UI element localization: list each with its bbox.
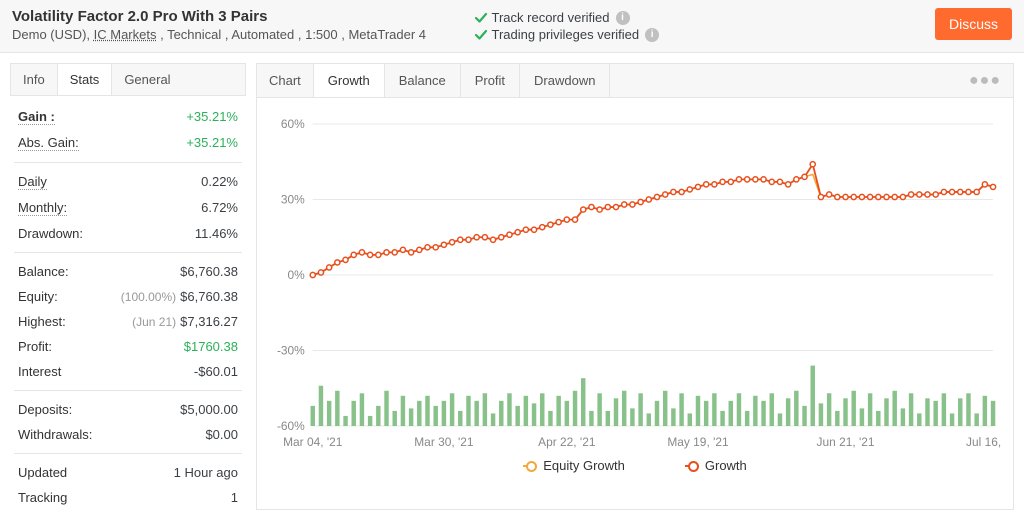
svg-text:Mar 30, '21: Mar 30, '21 [414, 435, 474, 449]
more-icon[interactable]: ●●● [957, 72, 1013, 90]
chart-tab-profit[interactable]: Profit [461, 64, 520, 97]
checkmark-icon [474, 11, 488, 25]
stat-value: $6,760.38 [180, 264, 238, 279]
stat-value: $5,000.00 [180, 402, 238, 417]
stat-label: Daily [18, 174, 47, 190]
legend-swatch-equity [523, 465, 537, 467]
tab-stats[interactable]: Stats [58, 64, 113, 95]
stat-value: $1760.38 [184, 339, 238, 354]
svg-text:Jul 16, '21: Jul 16, '21 [966, 435, 1003, 449]
discuss-button[interactable]: Discuss [935, 8, 1012, 40]
tab-general[interactable]: General [112, 64, 182, 95]
svg-text:Mar 04, '21: Mar 04, '21 [283, 435, 343, 449]
stat-value: (Jun 21)$7,316.27 [132, 314, 238, 329]
svg-text:May 19, '21: May 19, '21 [667, 435, 729, 449]
stat-label: Profit: [18, 339, 52, 354]
chart-legend: Equity Growth Growth [267, 454, 1003, 483]
account-title: Volatility Factor 2.0 Pro With 3 Pairs [12, 8, 474, 25]
stat-value: -$60.01 [194, 364, 238, 379]
info-icon[interactable]: i [645, 28, 659, 42]
account-subtitle: Demo (USD), IC Markets , Technical , Aut… [12, 27, 474, 42]
stat-label: Updated [18, 465, 67, 480]
stat-value: $0.00 [205, 427, 238, 442]
stat-value: (100.00%)$6,760.38 [121, 289, 238, 304]
chart-tab-growth[interactable]: Growth [314, 64, 385, 97]
stat-label: Monthly: [18, 200, 67, 216]
svg-text:0%: 0% [288, 268, 306, 282]
stat-label: Interest [18, 364, 61, 379]
chart-tab-drawdown[interactable]: Drawdown [520, 64, 610, 97]
verify-trading-privileges: Trading privileges verified i [474, 27, 936, 42]
stat-value: +35.21% [186, 109, 238, 124]
chart-tabs-label: Chart [257, 64, 314, 97]
svg-text:-60%: -60% [277, 419, 305, 433]
svg-text:30%: 30% [281, 192, 305, 206]
svg-text:60%: 60% [281, 117, 305, 131]
verify-track-record: Track record verified i [474, 10, 936, 25]
chart-tab-balance[interactable]: Balance [385, 64, 461, 97]
stat-label: Drawdown: [18, 226, 83, 241]
svg-text:Apr 22, '21: Apr 22, '21 [538, 435, 596, 449]
stat-value: 1 Hour ago [174, 465, 238, 480]
stat-label: Tracking [18, 490, 67, 505]
chart-tabs: Chart Growth Balance Profit Drawdown ●●● [257, 64, 1013, 98]
stat-label: Balance: [18, 264, 69, 279]
stats-tabs: Info Stats General [10, 63, 246, 96]
stat-label: Equity: [18, 289, 58, 304]
tab-info[interactable]: Info [11, 64, 58, 95]
stat-label: Abs. Gain: [18, 135, 79, 151]
stat-label: Highest: [18, 314, 66, 329]
svg-text:-30%: -30% [277, 343, 305, 357]
stat-label: Gain : [18, 109, 55, 125]
broker-link[interactable]: IC Markets [94, 27, 157, 42]
checkmark-icon [474, 28, 488, 42]
stat-value: 1 [231, 490, 238, 505]
stat-value: 6.72% [201, 200, 238, 215]
info-icon[interactable]: i [616, 11, 630, 25]
svg-text:Jun 21, '21: Jun 21, '21 [817, 435, 875, 449]
stat-value: 0.22% [201, 174, 238, 189]
legend-swatch-growth [685, 465, 699, 467]
stat-value: +35.21% [186, 135, 238, 150]
stat-label: Deposits: [18, 402, 72, 417]
stat-label: Withdrawals: [18, 427, 92, 442]
growth-chart: 60% 30% 0% -30% -60% Mar 04, '21 Mar 30, '21 Ap… [267, 114, 1003, 454]
stat-value: 11.46% [195, 226, 238, 241]
